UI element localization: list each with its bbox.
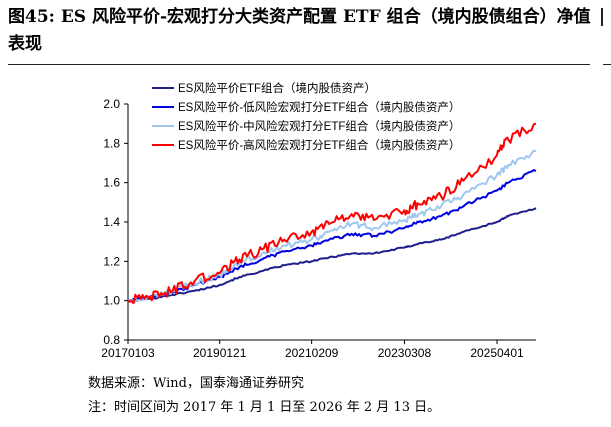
- y-tick-label: 1.0: [103, 294, 120, 308]
- x-tick-label: 20230308: [378, 346, 432, 360]
- x-tick-label: 20190121: [193, 346, 247, 360]
- series-line-2: [127, 169, 537, 302]
- adjacent-panel-edge: [601, 8, 611, 26]
- y-tick-label: 1.4: [103, 215, 120, 229]
- legend-label-3: ES风险平价-中风险宏观打分ETF组合（境内股债资产）: [178, 119, 460, 133]
- line-chart: 0.8 1.0 1.2 1.4 1.6 1.8 2.0 20170103 20190121 202…: [101, 81, 537, 360]
- x-tick-label: 20210209: [285, 346, 339, 360]
- y-tick-label: 0.8: [103, 333, 120, 347]
- x-tick-label: 20170103: [101, 346, 155, 360]
- source-note: 数据来源：Wind，国泰海通证券研究: [88, 376, 304, 391]
- y-tick-label: 1.8: [103, 136, 120, 150]
- adjacent-panel-rule: [603, 64, 611, 65]
- chart-title: 图45: ES 风险平价-宏观打分大类资产配置 ETF 组合（境内股债组合）净值…: [8, 7, 591, 54]
- legend-label-4: ES风险平价-高风险宏观打分ETF组合（境内股债资产）: [178, 138, 460, 152]
- series-line-4: [127, 122, 537, 305]
- y-tick-label: 1.2: [103, 254, 120, 268]
- y-tick-label: 2.0: [103, 97, 120, 111]
- y-tick-label: 1.6: [103, 176, 120, 190]
- x-tick-label: 20250401: [470, 346, 524, 360]
- series-line-1: [127, 207, 537, 302]
- legend-label-2: ES风险平价-低风险宏观打分ETF组合（境内股债资产）: [178, 100, 460, 114]
- title-underline: [8, 64, 590, 65]
- legend-label-1: ES风险平价ETF组合（境内股债资产）: [178, 81, 376, 95]
- period-note: 注：时间区间为 2017 年 1 月 1 日至 2026 年 2 月 13 日。: [88, 400, 441, 415]
